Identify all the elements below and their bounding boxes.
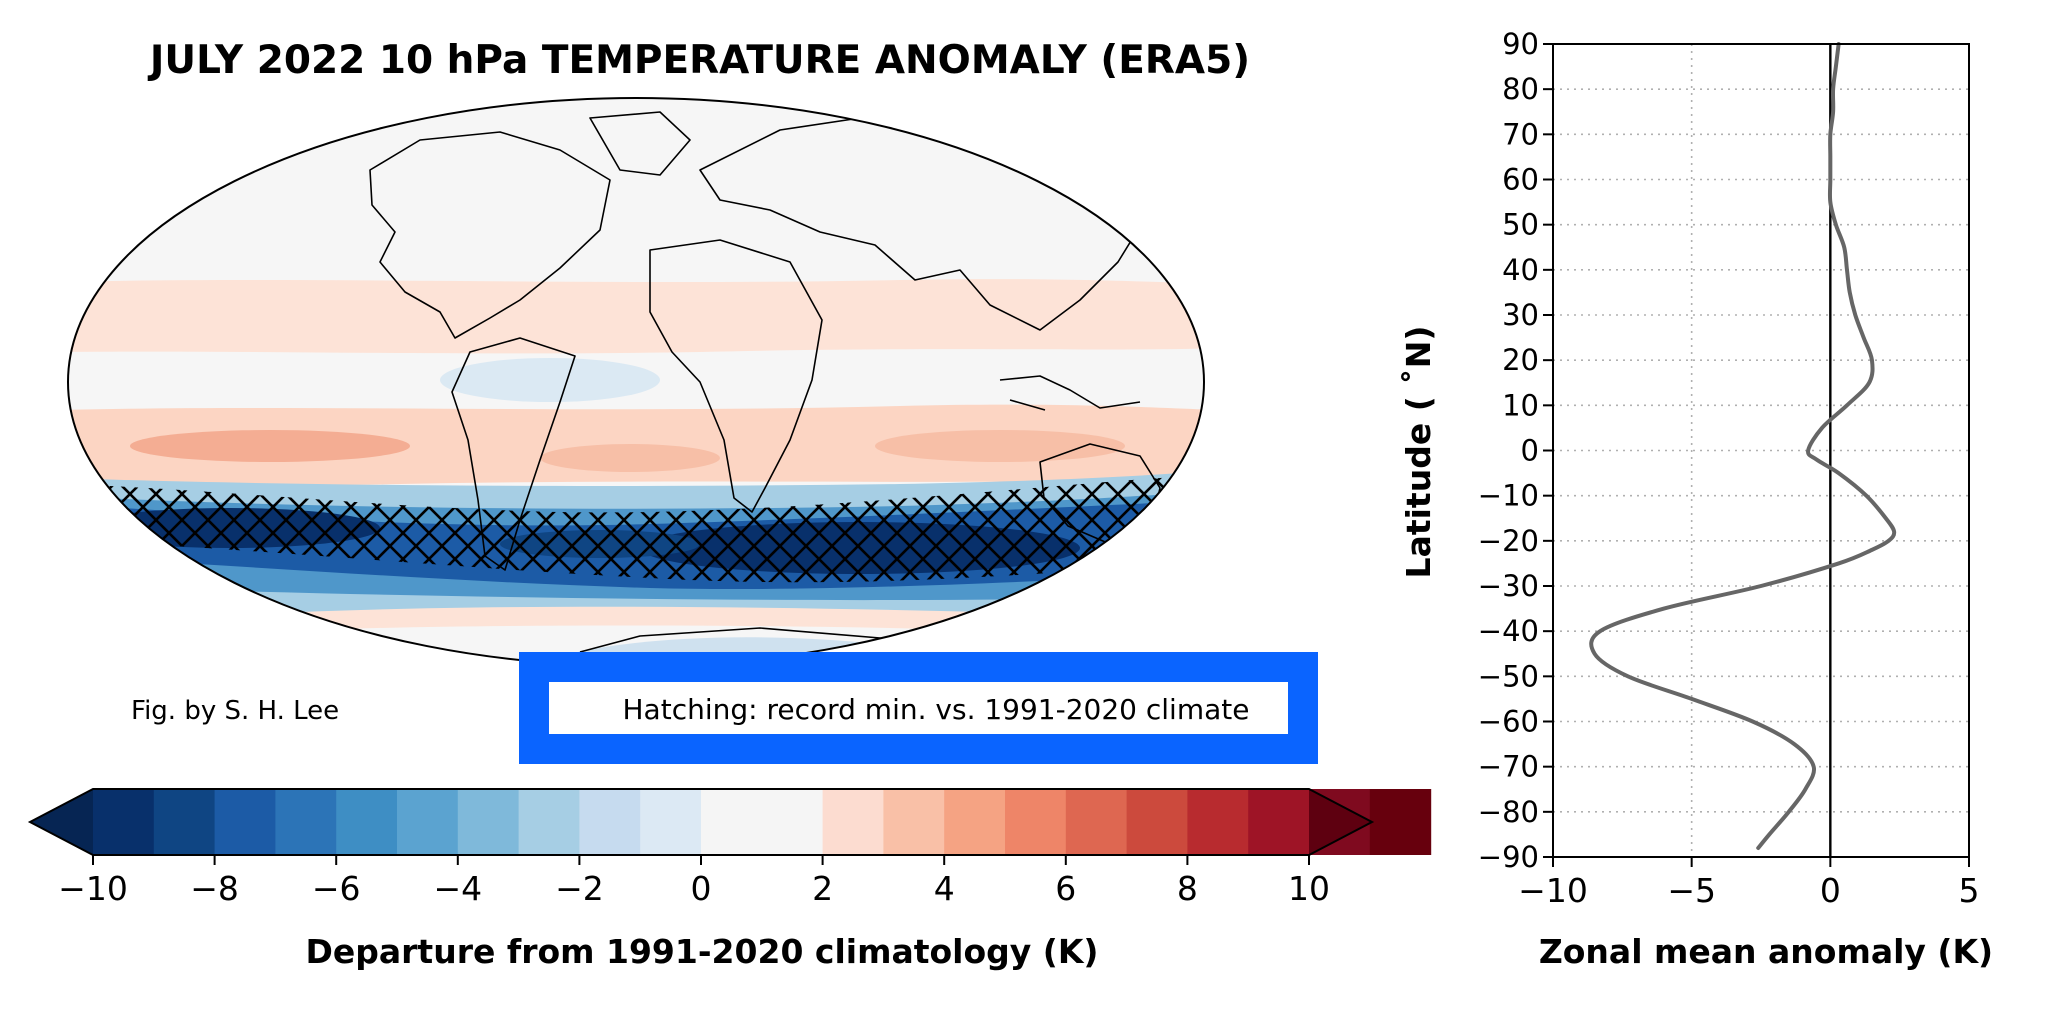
profile-ytick-label: −70 [1478,750,1539,784]
profile-ytick-label: 80 [1502,72,1539,106]
colorbar-segment [761,789,824,855]
profile-ytick-label: −30 [1478,569,1539,603]
record-min-hatching [68,474,1204,583]
map-title: JULY 2022 10 hPa TEMPERATURE ANOMALY (ER… [147,38,1250,83]
colorbar-segment [1126,789,1188,855]
colorbar-under-arrow [30,789,93,855]
coastline-south-america [451,337,576,571]
warm-core-atlantic [540,444,720,472]
profile-ytick-label: −20 [1478,524,1539,558]
colorbar-segment [336,789,398,855]
hatching-note: Hatching: record min. vs. 1991-2020 clim… [623,693,1250,726]
coastline-maritime-asia [999,375,1141,411]
profile-xtick-label: 5 [1959,871,1980,910]
profile-ytick-label: −90 [1478,840,1539,874]
colorbar-label: Departure from 1991-2020 climatology (K) [305,932,1098,971]
colorbar-tick-label: −8 [190,869,239,908]
colorbar-segment [214,789,276,855]
colorbar-tick-label: 8 [1177,869,1198,908]
colorbar-segment [701,789,763,855]
profile-ytick-label: −50 [1478,659,1539,693]
colorbar-tick-label: −2 [555,869,604,908]
colorbar-segment [1187,789,1249,855]
colorbar-segment [275,789,337,855]
profile-xtick-label: −5 [1667,871,1716,910]
profile-ytick-label: −80 [1478,795,1539,829]
warm-core-pacific [130,430,410,462]
colorbar-tick-label: −10 [58,869,128,908]
colorbar-tick-label: 4 [934,869,955,908]
figure-credit: Fig. by S. H. Lee [131,696,339,726]
warm-core-indian [875,430,1125,462]
colorbar-segment [397,789,459,855]
profile-ytick-label: −10 [1478,479,1539,513]
profile-ytick-label: 90 [1502,27,1539,61]
colorbar-segment [1248,789,1310,855]
profile-ytick-label: 70 [1502,117,1539,151]
coastline-north-america [369,131,611,339]
colorbar-segment [883,789,945,855]
cool-patch-equator [440,358,660,402]
profile-ytick-label: 40 [1502,253,1539,287]
profile-ytick-label: 10 [1502,388,1539,422]
profile-ytick-label: 30 [1502,298,1539,332]
profile-ytick-label: 20 [1502,343,1539,377]
colorbar-segment [518,789,580,855]
profile-xlabel: Zonal mean anomaly (K) [1539,932,1993,971]
zonal-mean-line [1589,42,1897,850]
profile-xtick-label: −10 [1518,871,1588,910]
colorbar-segment [153,789,216,855]
zonal-mean-profile: 9080706050403020100−10−20−30−40−50−60−70… [1478,27,1980,910]
colorbar-tick-label: 10 [1288,869,1330,908]
colorbar-segment [640,789,702,855]
anomaly-map [67,97,1205,667]
coastline-africa [649,239,823,513]
profile-xtick-label: 0 [1820,871,1841,910]
colorbar-tick-label: −6 [312,869,361,908]
colorbar-tick-label: −4 [433,869,482,908]
colorbar-over-arrow [1309,789,1372,855]
profile-ylabel: Latitude ( ˚N) [1399,326,1438,579]
warm-band-north [68,279,1204,354]
colorbar-segment [579,789,641,855]
profile-ytick-label: −60 [1478,705,1539,739]
hatching-note-highlight [519,652,1318,764]
profile-ytick-label: 50 [1502,208,1539,242]
warm-band-60s [300,606,980,630]
colorbar-segment [1065,789,1128,855]
colorbar-segment [457,789,520,855]
profile-ytick-label: 0 [1521,434,1539,468]
colorbar-segment [822,789,884,855]
coastline-greenland [589,111,691,176]
colorbar-segment [93,789,155,855]
profile-ytick-label: 60 [1502,163,1539,197]
colorbar: −10 −8 −6 −4 −2 0 2 4 6 8 10 [27,788,1432,908]
colorbar-tick-label: 0 [691,869,712,908]
colorbar-tick-label: 6 [1055,869,1076,908]
colorbar-segment [1005,789,1067,855]
colorbar-tick-label: 2 [812,869,833,908]
profile-plot-area [1553,44,1969,857]
colorbar-segment [1369,789,1432,855]
colorbar-segment [944,789,1006,855]
profile-ytick-label: −40 [1478,614,1539,648]
